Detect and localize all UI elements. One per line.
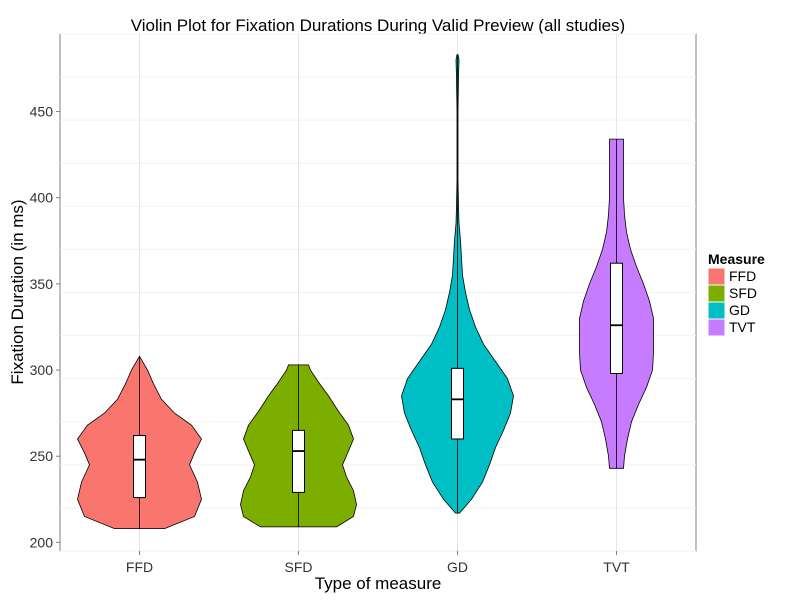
x-axis-ticks: FFD SFD GD TVT bbox=[126, 551, 630, 575]
y-tick-label: 300 bbox=[30, 362, 54, 378]
box-gd bbox=[451, 367, 464, 440]
legend-label-sfd: SFD bbox=[729, 285, 757, 301]
y-tick-label: 400 bbox=[30, 190, 54, 206]
legend-swatch-sfd bbox=[707, 284, 726, 303]
legend-label-ffd: FFD bbox=[729, 268, 756, 284]
x-tick-label: SFD bbox=[285, 559, 313, 575]
legend-swatch-tvt bbox=[707, 318, 726, 337]
legend-label-gd: GD bbox=[729, 302, 750, 318]
chart-title: Violin Plot for Fixation Durations Durin… bbox=[131, 16, 625, 35]
y-tick-label: 250 bbox=[30, 448, 54, 464]
y-tick-label: 450 bbox=[30, 104, 54, 120]
y-axis-ticks: 200 250 300 350 400 450 bbox=[30, 104, 60, 550]
legend-swatch-ffd bbox=[707, 267, 726, 286]
y-tick-label: 200 bbox=[30, 534, 54, 550]
x-tick-label: GD bbox=[447, 559, 468, 575]
y-axis-title: Fixation Duration (in ms) bbox=[8, 199, 27, 384]
x-tick-label: TVT bbox=[603, 559, 630, 575]
violins bbox=[77, 54, 654, 529]
legend-title: Measure bbox=[708, 251, 765, 267]
y-tick-label: 350 bbox=[30, 276, 54, 292]
legend-swatch-gd bbox=[707, 301, 726, 320]
legend-label-tvt: TVT bbox=[729, 319, 756, 335]
x-tick-label: FFD bbox=[126, 559, 153, 575]
x-axis-title: Type of measure bbox=[315, 574, 442, 593]
box-ffd bbox=[133, 435, 146, 499]
box-sfd bbox=[292, 429, 305, 493]
box-tvt bbox=[610, 262, 623, 374]
